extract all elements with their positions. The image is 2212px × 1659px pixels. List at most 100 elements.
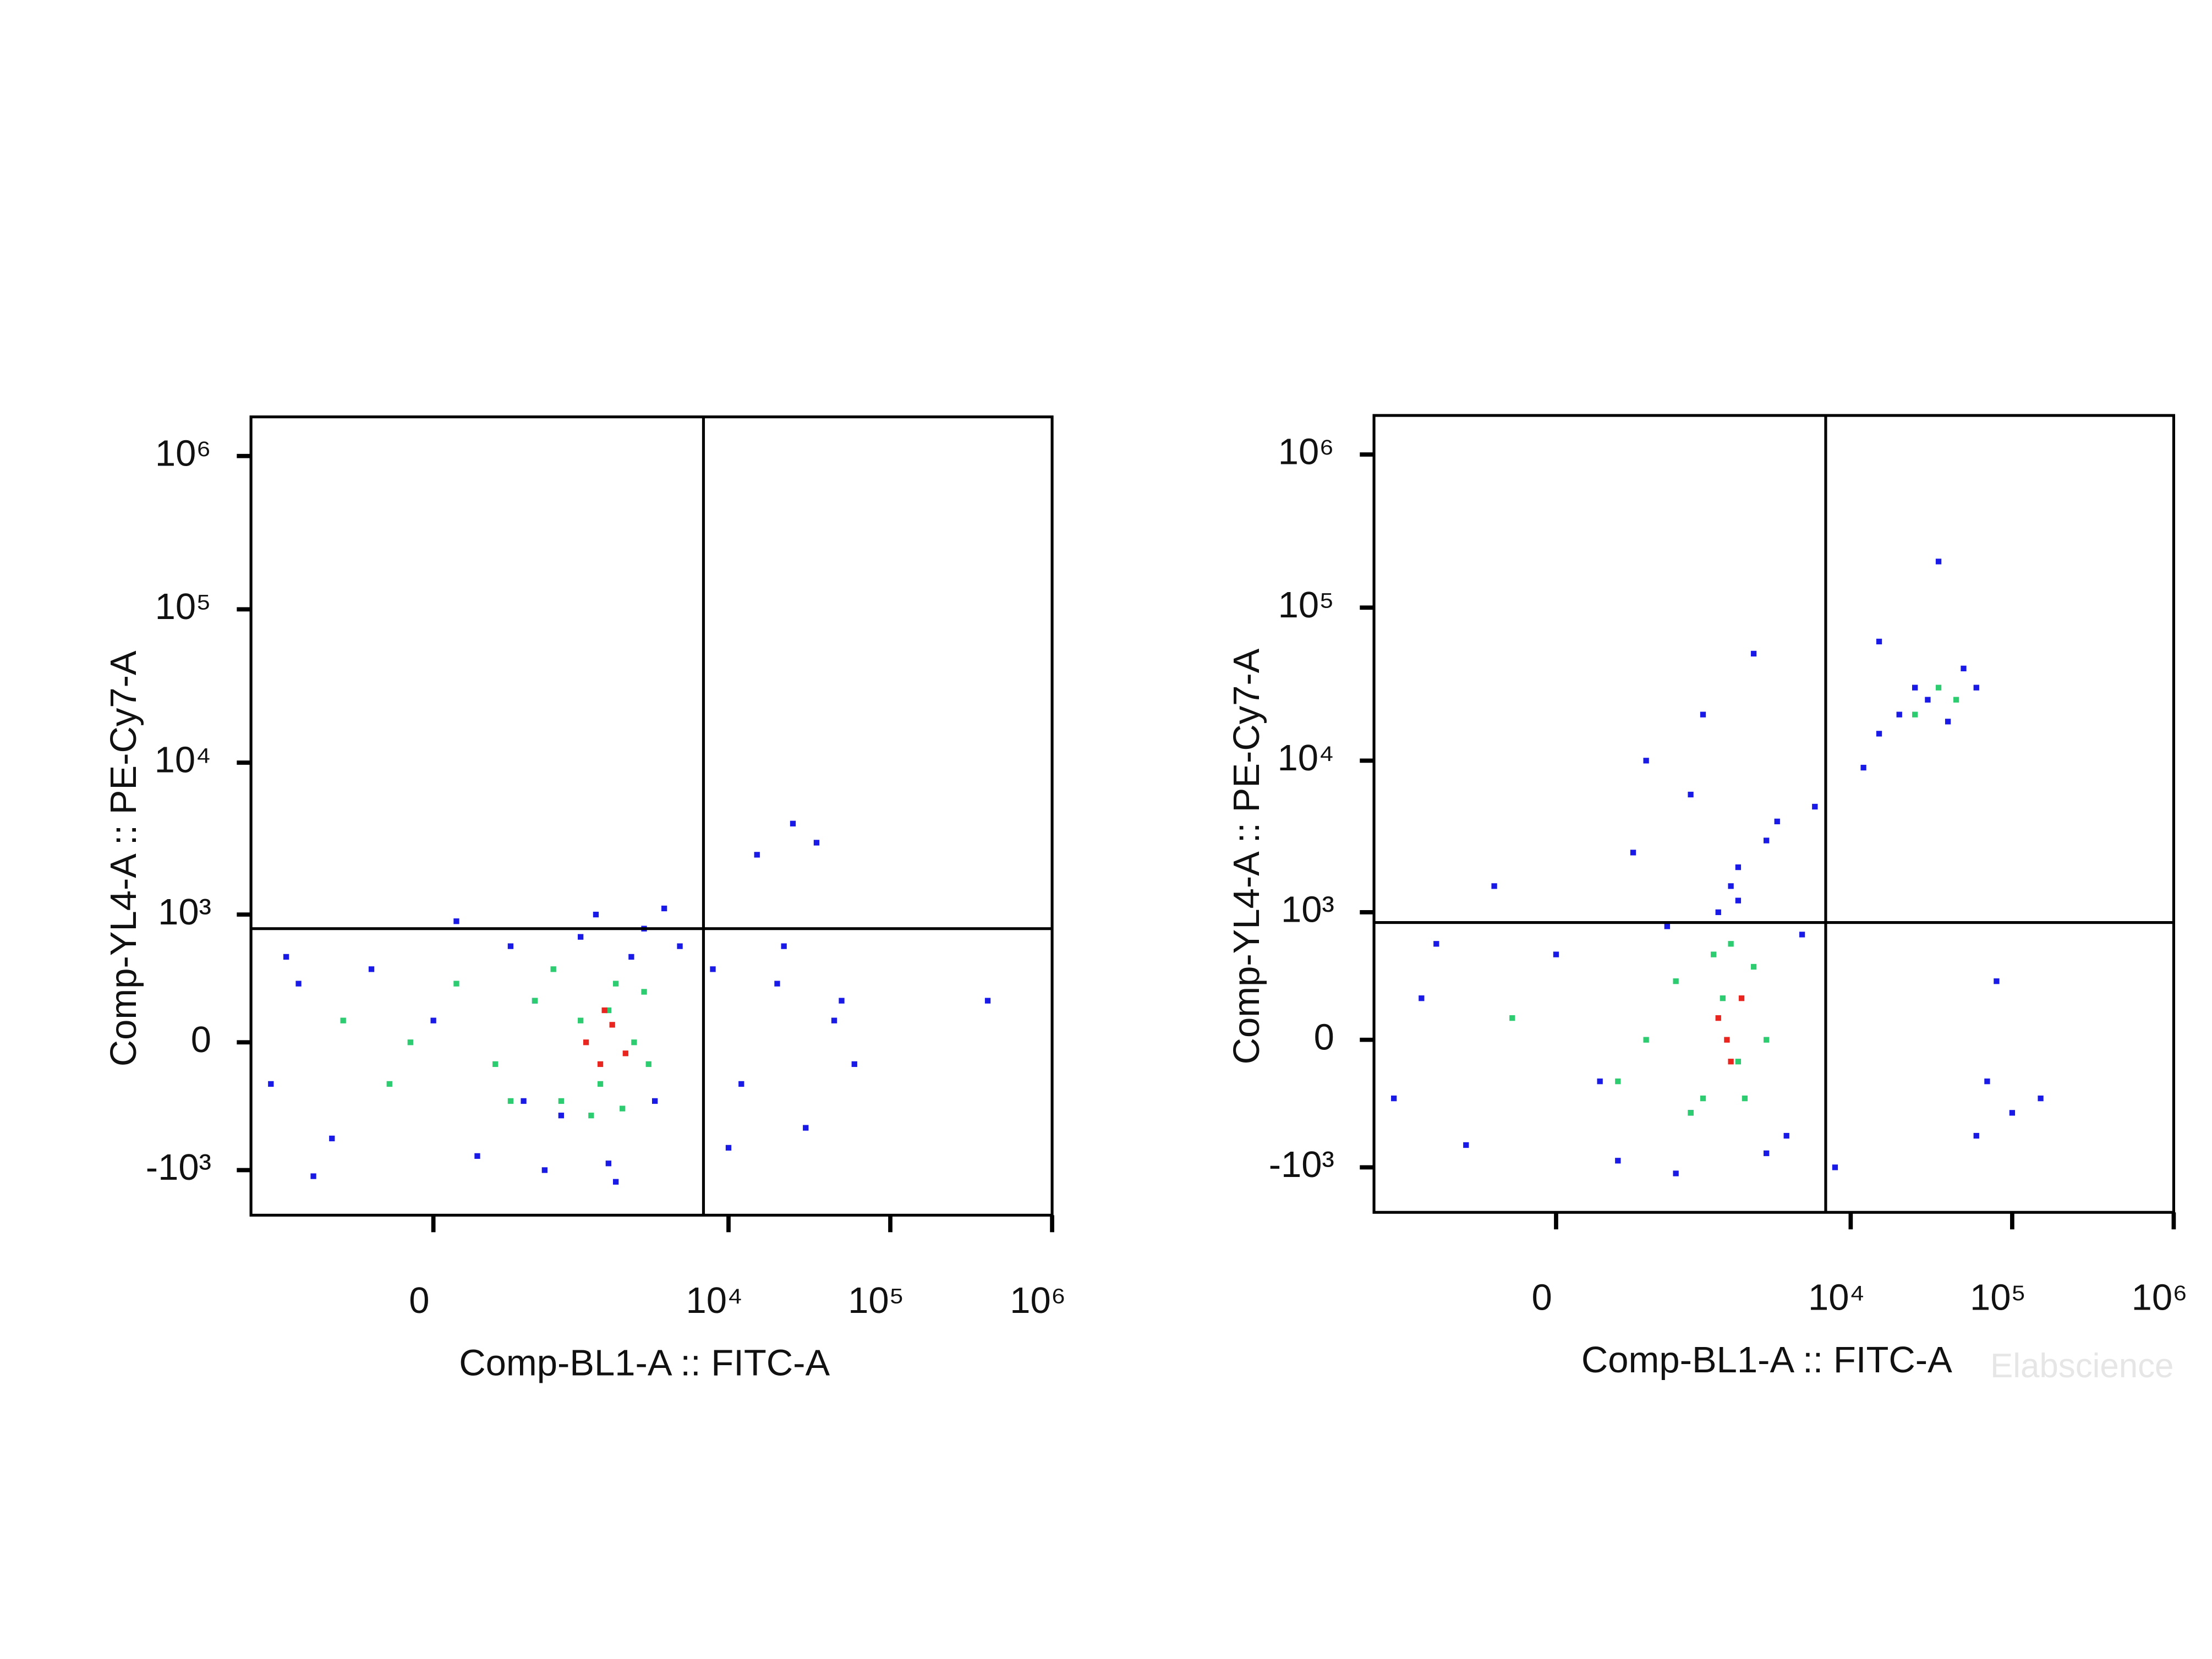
y-tick-label: 10⁶	[1278, 431, 1334, 473]
event-dot	[1688, 791, 1694, 798]
event-dot	[645, 1061, 651, 1067]
y-tick-label: 0	[1314, 1016, 1334, 1058]
event-dot	[1553, 951, 1559, 957]
event-dot	[738, 1081, 744, 1087]
event-dot	[1764, 1150, 1770, 1157]
event-dot	[1783, 1132, 1789, 1139]
event-dot	[453, 918, 459, 924]
event-dot	[1615, 1078, 1621, 1085]
event-dot	[651, 1098, 658, 1104]
event-dot	[677, 943, 683, 949]
event-dot	[1700, 1096, 1706, 1102]
y-tick-label: -10³	[146, 1147, 211, 1188]
event-dot	[661, 905, 667, 912]
event-dot	[1688, 1110, 1694, 1116]
x-tick-label: 10⁶	[2132, 1277, 2188, 1318]
event-dot	[588, 1113, 594, 1119]
event-dot	[1953, 697, 1959, 703]
event-dot	[1643, 758, 1649, 764]
event-dot	[710, 966, 716, 972]
event-dot	[1615, 1158, 1621, 1164]
event-dot	[597, 1061, 604, 1067]
event-dot	[1491, 883, 1497, 889]
event-dot	[593, 911, 599, 918]
event-dot	[1973, 685, 1979, 691]
event-dot	[1925, 697, 1931, 703]
y-axis-label: Comp-YL4-A :: PE-Cy7-A	[1226, 648, 1267, 1064]
event-dot	[1728, 883, 1734, 889]
x-tick-label: 10⁴	[1808, 1277, 1865, 1318]
event-dot	[430, 1017, 436, 1023]
event-dot	[1720, 995, 1726, 1001]
event-dot	[295, 981, 302, 987]
event-dot	[1735, 1059, 1742, 1065]
plot-frame	[1372, 414, 2176, 1214]
event-dot	[558, 1098, 565, 1104]
event-dot	[577, 1017, 584, 1023]
event-dot	[831, 1017, 837, 1023]
event-dot	[754, 852, 760, 858]
event-dot	[492, 1061, 499, 1067]
event-dot	[1750, 650, 1757, 657]
x-tick-label: 10⁵	[1970, 1277, 2026, 1318]
event-dot	[984, 998, 991, 1004]
x-tick-label: 10⁵	[848, 1280, 904, 1321]
event-dot	[310, 1173, 316, 1179]
event-dot	[1945, 719, 1951, 725]
event-dot	[1738, 995, 1745, 1001]
event-dot	[605, 1007, 611, 1014]
event-dot	[813, 840, 820, 846]
x-axis-label: Comp-BL1-A :: FITC-A	[1581, 1339, 1952, 1381]
event-dot	[1673, 1170, 1679, 1176]
event-dot	[1750, 963, 1757, 970]
event-dot	[268, 1081, 274, 1087]
event-dot	[407, 1039, 413, 1045]
event-dot	[1812, 803, 1818, 810]
event-dot	[1896, 711, 1902, 718]
event-dot	[631, 1039, 637, 1045]
event-dot	[474, 1153, 480, 1159]
event-dot	[1961, 665, 1967, 672]
event-dot	[1433, 941, 1439, 947]
plot-frame	[249, 415, 1054, 1217]
event-dot	[558, 1113, 565, 1119]
event-dot	[1764, 837, 1770, 844]
event-dot	[386, 1081, 392, 1087]
watermark: Elabscience	[1990, 1347, 2173, 1385]
event-dot	[1710, 951, 1717, 957]
y-tick-label: 10⁶	[155, 432, 211, 474]
event-dot	[1860, 764, 1866, 771]
event-dot	[1876, 731, 1882, 737]
event-dot	[577, 934, 584, 940]
event-dot	[605, 1160, 611, 1167]
event-dot	[1673, 978, 1679, 984]
y-axis-label: Comp-YL4-A :: PE-Cy7-A	[103, 650, 144, 1066]
event-dot	[453, 981, 459, 987]
y-tick-label: -10³	[1269, 1144, 1334, 1185]
event-dot	[1912, 685, 1918, 691]
y-tick-label: 10⁴	[155, 740, 211, 781]
x-tick-label: 0	[1532, 1277, 1552, 1318]
event-dot	[1728, 1059, 1734, 1065]
event-dot	[1509, 1015, 1515, 1021]
event-dot	[851, 1061, 857, 1067]
event-dot	[507, 1098, 514, 1104]
x-tick-label: 10⁶	[1010, 1280, 1066, 1321]
event-dot	[839, 998, 845, 1004]
event-dot	[1832, 1164, 1838, 1170]
event-dot	[283, 954, 289, 960]
event-dot	[1935, 559, 1942, 565]
event-dot	[1664, 923, 1670, 929]
y-tick-label: 10³	[1281, 889, 1334, 930]
event-dot	[1728, 941, 1734, 947]
event-dot	[774, 981, 780, 987]
y-tick-label: 10⁵	[1278, 584, 1334, 626]
event-dot	[1935, 685, 1942, 691]
event-dot	[541, 1167, 548, 1173]
event-dot	[1799, 932, 1805, 938]
event-dot	[1715, 1015, 1721, 1021]
event-dot	[597, 1081, 604, 1087]
event-dot	[2009, 1110, 2016, 1116]
event-dot	[1597, 1078, 1603, 1085]
event-dot	[1742, 1096, 1748, 1102]
